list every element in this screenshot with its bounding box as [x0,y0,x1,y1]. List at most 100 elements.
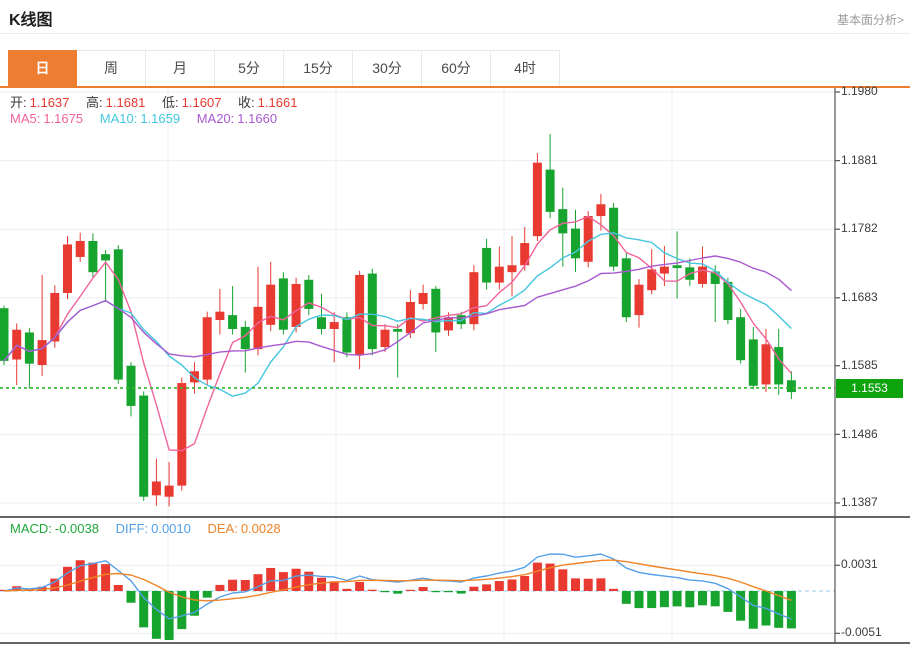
macd-bar [291,568,301,591]
fundamental-analysis-link[interactable]: 基本面分析> [836,13,904,27]
macd-bar [50,578,60,591]
macd-axis-label-1: -0.0051 [841,625,882,639]
macd-bar [583,578,593,591]
macd-bar [520,576,530,591]
candle-body [139,395,149,497]
candle-body [698,266,707,284]
high-label: 高: [86,95,103,110]
candle-body [786,380,796,393]
candle-body [202,317,212,380]
tab-month[interactable]: 月 [146,50,215,86]
macd-bar [405,589,415,591]
macd-bar [75,560,85,591]
candle-body [63,244,72,293]
candle-body [304,279,314,309]
macd-bar [342,588,352,591]
candle-body [380,329,390,348]
macd-bar [88,562,98,591]
candle-body [278,278,288,330]
tab-4hour[interactable]: 4时 [491,50,560,86]
candle-body [164,485,174,497]
macd-bar [736,591,746,621]
tab-5min[interactable]: 5分 [215,50,284,86]
macd-bar [672,591,682,607]
candle-body [761,344,771,385]
macd-bar [228,579,238,591]
candle-body [647,269,657,291]
macd-bar [240,580,250,591]
candle-body [672,265,682,269]
candle-body [367,273,377,350]
candle-body [774,347,784,385]
candle-body [621,258,631,318]
candle-body [37,340,47,366]
tab-day[interactable]: 日 [8,50,77,86]
open-label: 开: [10,95,27,110]
candle-body [329,322,339,330]
candle-body [444,317,453,331]
macd-bar [355,582,365,591]
candle-body [558,209,568,234]
candle-body [507,265,517,273]
ma10-label: MA10: [99,111,138,126]
tab-60min[interactable]: 60分 [422,50,491,86]
macd-bar [647,591,657,609]
macd-bar [545,563,555,591]
ohlc-legend: 开: 1.1637 高: 1.1681 低: 1.1607 收: 1.1661 [10,92,310,111]
candle-body [659,266,669,274]
ma20-line [3,255,792,362]
candle-body [609,207,619,267]
price-axis-label-2: 1.1782 [841,221,878,235]
price-axis-label-1: 1.1881 [841,153,878,167]
candle-body [532,162,542,237]
macd-bar [202,591,212,598]
open-value: 1.1637 [29,95,70,110]
candle-body [228,315,238,330]
macd-bar [139,591,149,628]
tab-30min[interactable]: 30分 [353,50,422,86]
candle-body [634,284,644,316]
ma5-label: MA5: [10,111,41,126]
candle-body [75,240,85,257]
macd-bar [774,591,784,628]
price-axis-label-4: 1.1585 [841,358,878,372]
macd-bar [685,591,695,608]
ma20-label: MA20: [196,111,235,126]
dea-value: 0.0028 [240,521,281,536]
candle-body [545,169,555,212]
macd-bar [393,591,403,594]
candle-body [0,308,9,361]
candle-body [317,317,326,330]
macd-bar [571,578,580,591]
price-axis-label-6: 1.1387 [841,495,878,509]
macd-bar [329,581,339,591]
macd-bar [101,564,111,591]
macd-bar [431,591,441,593]
tab-week[interactable]: 周 [77,50,146,86]
candle-body [253,306,263,350]
ma10-line [3,232,792,397]
macd-bar [723,591,733,612]
ma5-value: 1.1675 [43,111,84,126]
macd-bar [37,586,47,591]
candle-body [126,365,136,406]
current-price-badge: 1.1553 [836,379,903,398]
macd-bar [304,571,314,591]
ma20-value: 1.1660 [237,111,278,126]
macd-bar [317,577,326,591]
candle-body [596,204,606,217]
macd-bar [469,586,479,591]
macd-legend: MACD: -0.0038 DIFF: 0.0010 DEA: 0.0028 [10,521,294,536]
macd-bar [380,591,390,593]
ma10-value: 1.1659 [140,111,181,126]
macd-bar [151,591,161,639]
candle-body [240,326,250,350]
candle-body [12,329,22,360]
macd-bar [126,591,136,603]
candle-body [101,254,111,261]
tab-15min[interactable]: 15分 [284,50,353,86]
low-value: 1.1607 [181,95,222,110]
macd-bar [532,562,542,591]
